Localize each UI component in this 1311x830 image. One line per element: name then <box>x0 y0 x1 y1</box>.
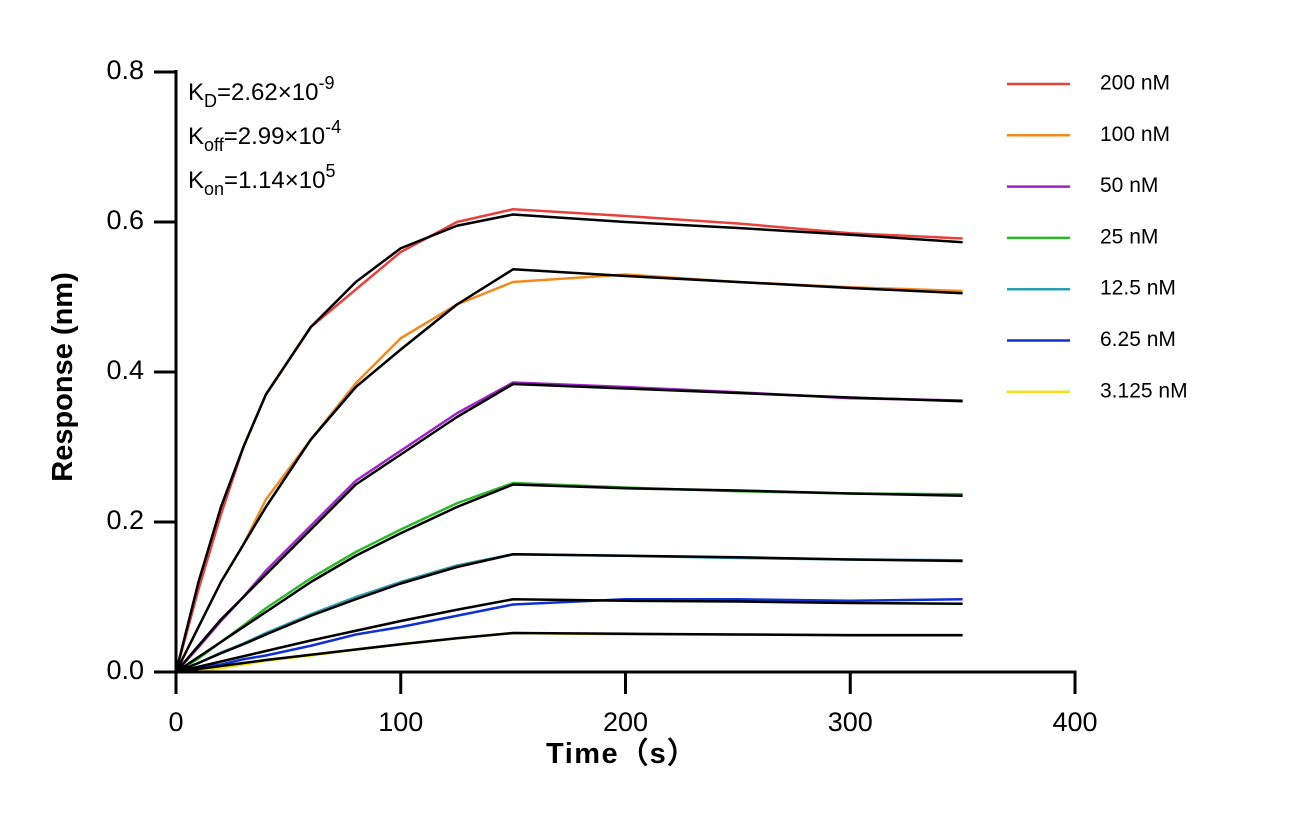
annotation-base: K <box>188 167 204 194</box>
y-tick-label: 0.0 <box>106 655 144 685</box>
annotation-base: K <box>188 79 204 106</box>
legend-label: 50 nM <box>1100 174 1158 197</box>
x-tick-label: 300 <box>828 707 873 737</box>
x-axis-title: Time（s） <box>546 737 698 770</box>
data-line <box>175 553 963 674</box>
fit-line <box>175 631 963 674</box>
legend-label: 200 nM <box>1100 72 1170 95</box>
y-tick-label: 0.2 <box>106 505 144 535</box>
annotation-text: =1.14×10 <box>224 167 325 194</box>
annotation: Koff=2.99×10-4 <box>188 117 341 155</box>
data-line <box>175 631 963 674</box>
fit-line <box>175 598 963 674</box>
annotation-sup: 5 <box>325 161 335 181</box>
fit-line <box>174 213 963 673</box>
data-line <box>174 208 963 673</box>
y-axis-title: Response (nm) <box>47 272 79 481</box>
legend-label: 6.25 nM <box>1100 328 1176 351</box>
annotation-text: =2.62×10 <box>217 79 318 106</box>
data-line <box>175 381 963 673</box>
x-tick-label: 200 <box>603 707 648 737</box>
annotation-sup: -9 <box>318 73 334 93</box>
legend-label: 3.125 nM <box>1100 379 1188 402</box>
y-tick-label: 0.4 <box>106 355 144 385</box>
fit-line <box>174 268 963 673</box>
annotation-text: =2.99×10 <box>224 123 325 150</box>
data-line <box>175 598 963 674</box>
fit-line <box>175 553 963 674</box>
annotation-sub: off <box>204 135 225 155</box>
legend-label: 25 nM <box>1100 225 1158 248</box>
x-tick-label: 100 <box>378 707 423 737</box>
annotation-sup: -4 <box>325 117 341 137</box>
annotation: KD=2.62×10-9 <box>188 73 334 111</box>
y-tick-label: 0.8 <box>106 55 144 85</box>
fit-line <box>175 483 963 674</box>
annotation-sub: D <box>204 91 217 111</box>
data-line <box>174 273 963 673</box>
fit-line <box>175 382 963 673</box>
legend-label: 12.5 nM <box>1100 277 1176 300</box>
annotation: Kon=1.14×105 <box>188 161 336 199</box>
y-tick-label: 0.6 <box>106 205 144 235</box>
x-tick-label: 400 <box>1052 707 1097 737</box>
legend-label: 100 nM <box>1100 123 1170 146</box>
annotation-sub: on <box>204 179 224 199</box>
annotation-base: K <box>188 123 204 150</box>
x-tick-label: 0 <box>168 707 183 737</box>
